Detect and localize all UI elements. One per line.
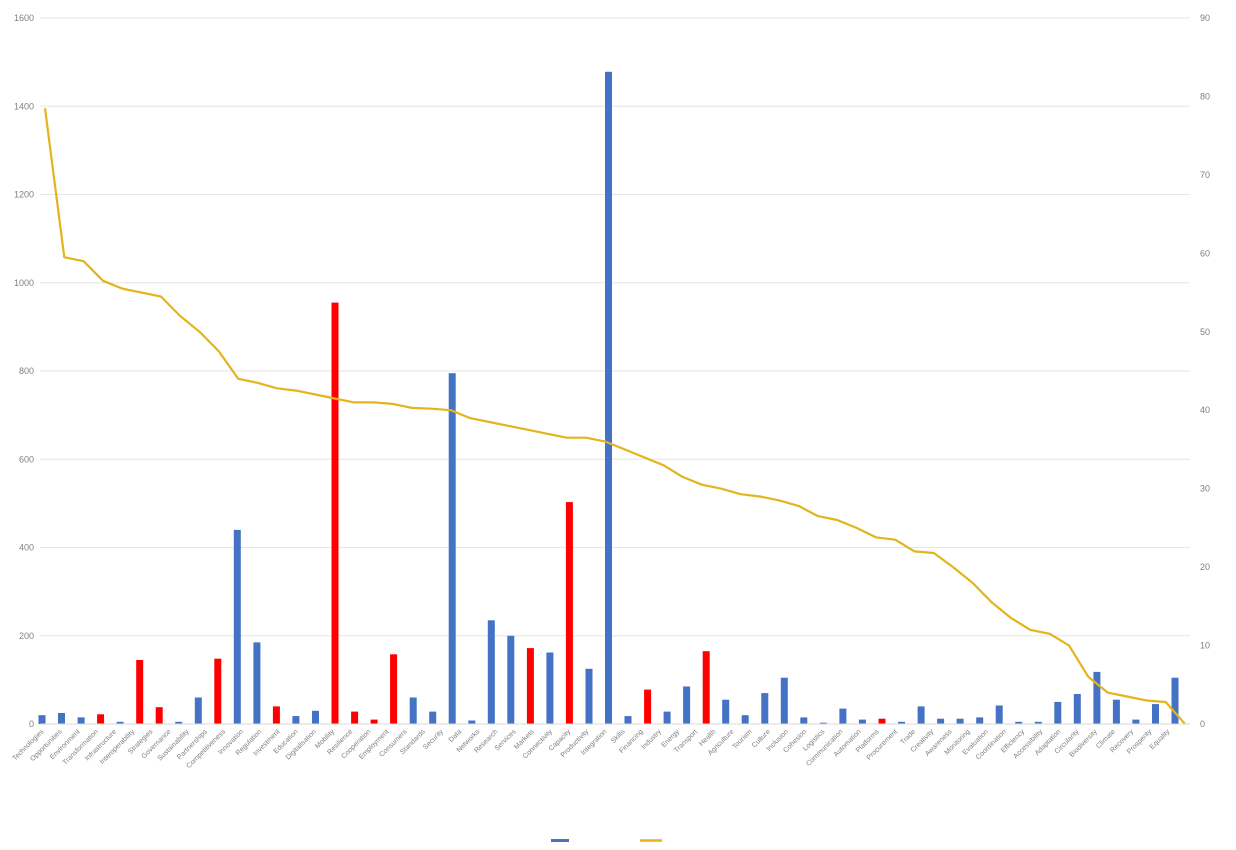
bar bbox=[526, 648, 534, 724]
bar bbox=[565, 502, 573, 724]
bar bbox=[1152, 704, 1159, 724]
bar bbox=[1112, 699, 1120, 724]
bar bbox=[1054, 701, 1062, 724]
bar bbox=[312, 710, 319, 724]
bar bbox=[409, 697, 417, 724]
bar bbox=[761, 693, 769, 724]
x-tick-label: Tourism bbox=[731, 728, 753, 750]
y-axis-left: 0 200 400 600 800 1000 1200 1400 1600 bbox=[14, 13, 34, 729]
line-path bbox=[43, 108, 1186, 725]
x-axis: TechnologiesOpportunitiesEnvironmentTran… bbox=[12, 723, 1190, 770]
bar bbox=[292, 716, 300, 724]
bar bbox=[624, 716, 632, 724]
y-tick-label-right: 90 bbox=[1200, 13, 1210, 23]
bar bbox=[58, 713, 65, 724]
bar bbox=[77, 717, 85, 724]
bar bbox=[1073, 694, 1081, 724]
bar bbox=[175, 721, 183, 724]
bar bbox=[351, 711, 359, 724]
bar bbox=[956, 718, 964, 724]
bar bbox=[233, 529, 241, 724]
y-tick-label-right: 50 bbox=[1200, 327, 1210, 337]
y-tick-label-left: 400 bbox=[19, 543, 34, 553]
bar bbox=[839, 708, 847, 724]
bar bbox=[370, 719, 378, 724]
bar bbox=[331, 302, 339, 724]
x-tick-label: Industry bbox=[640, 728, 663, 751]
bar bbox=[448, 373, 456, 724]
x-tick-label: Equality bbox=[1149, 728, 1172, 751]
bar bbox=[1132, 719, 1140, 724]
gridlines bbox=[40, 17, 1190, 725]
y-tick-label-left: 1600 bbox=[14, 13, 34, 23]
bar bbox=[390, 654, 398, 724]
line-series bbox=[43, 108, 1186, 725]
bar bbox=[546, 652, 554, 724]
bar bbox=[507, 635, 515, 725]
y-tick-label-right: 60 bbox=[1200, 248, 1210, 258]
bar bbox=[116, 721, 124, 724]
bar bbox=[97, 714, 105, 724]
bar bbox=[585, 668, 593, 724]
y-tick-label-left: 200 bbox=[19, 631, 34, 641]
y-tick-label-left: 800 bbox=[19, 366, 34, 376]
y-tick-label-right: 30 bbox=[1200, 484, 1210, 494]
y-tick-label-right: 20 bbox=[1200, 562, 1210, 572]
bar bbox=[429, 711, 437, 724]
bar bbox=[155, 707, 163, 724]
bar bbox=[605, 71, 612, 725]
y-tick-label-right: 10 bbox=[1200, 641, 1210, 651]
bar bbox=[136, 660, 144, 724]
bar-series bbox=[38, 71, 1179, 725]
bar bbox=[937, 718, 945, 724]
bar bbox=[878, 718, 886, 724]
y-axis-right: 0 10 20 30 40 50 60 70 80 90 bbox=[1200, 13, 1210, 729]
bar bbox=[858, 719, 866, 724]
y-tick-label-left: 600 bbox=[19, 454, 34, 464]
x-tick-label: Data bbox=[448, 728, 463, 743]
bar bbox=[272, 706, 280, 724]
y-tick-label-right: 0 bbox=[1200, 719, 1205, 729]
bar bbox=[1015, 721, 1023, 724]
y-tick-label-right: 80 bbox=[1200, 91, 1210, 101]
legend-swatch-bars bbox=[551, 839, 569, 842]
bar bbox=[702, 651, 710, 724]
bar bbox=[1034, 721, 1042, 724]
bar bbox=[819, 722, 827, 724]
bar bbox=[1093, 671, 1101, 724]
y-tick-label-left: 1200 bbox=[14, 190, 34, 200]
y-tick-label-left: 1400 bbox=[14, 101, 34, 111]
bar bbox=[683, 686, 691, 724]
bar bbox=[917, 706, 925, 724]
bar bbox=[1171, 677, 1179, 724]
y-tick-label-right: 70 bbox=[1200, 170, 1210, 180]
bar bbox=[898, 721, 905, 724]
bar bbox=[194, 697, 202, 724]
bar bbox=[995, 705, 1003, 724]
bar bbox=[722, 699, 730, 724]
bar bbox=[214, 658, 222, 724]
bar bbox=[38, 715, 46, 724]
bar bbox=[253, 642, 261, 724]
x-tick-label: Security bbox=[422, 728, 445, 751]
bar bbox=[644, 689, 652, 724]
bar bbox=[487, 620, 495, 724]
y-tick-label-left: 1000 bbox=[14, 278, 34, 288]
y-tick-label-right: 40 bbox=[1200, 405, 1210, 415]
bar bbox=[468, 720, 476, 724]
legend bbox=[551, 839, 662, 842]
bar bbox=[741, 715, 749, 724]
bar bbox=[976, 717, 984, 724]
y-tick-label-left: 0 bbox=[29, 719, 34, 729]
bar bbox=[663, 711, 671, 724]
bar bbox=[800, 717, 808, 724]
bar bbox=[780, 677, 788, 724]
